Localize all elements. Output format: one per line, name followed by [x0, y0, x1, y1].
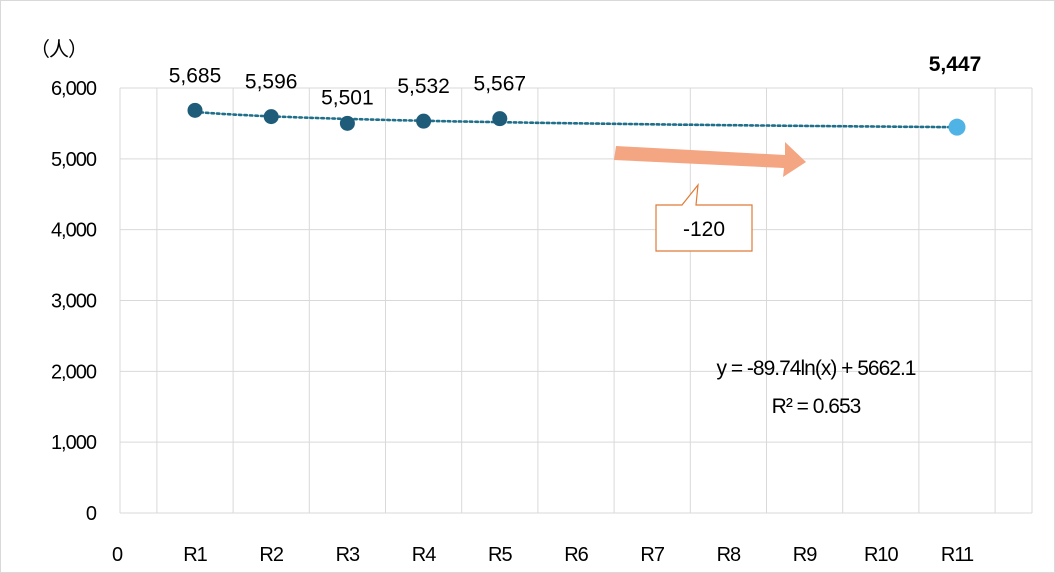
x-tick-label: R10: [864, 544, 899, 566]
trend-arrow-group: -120: [614, 142, 806, 252]
callout-text: -120: [683, 218, 725, 241]
y-tick-label: 6,000: [51, 78, 97, 100]
trendline-r-squared: R² = 0.653: [772, 395, 861, 418]
y-tick-label: 1,000: [51, 432, 97, 454]
data-points-layer: [187, 102, 966, 136]
data-point: [416, 113, 432, 129]
data-label: 5,447: [929, 53, 982, 76]
x-axis-origin-label: 0: [112, 544, 123, 566]
x-tick-label: R1: [183, 544, 207, 566]
trendline-equation: y = -89.74ln(x) + 5662.1: [717, 357, 916, 380]
x-tick-label: R3: [336, 544, 360, 566]
x-tick-label: R11: [941, 544, 974, 566]
trendline-layer: [193, 110, 959, 129]
x-tick-label: R8: [717, 544, 741, 566]
y-tick-label: 5,000: [51, 149, 97, 171]
x-tick-label: R2: [259, 544, 283, 566]
data-label: 5,532: [397, 75, 450, 98]
y-axis-ticks: 0 1,000 2,000 3,000 4,000 5,000 6,000: [51, 78, 98, 525]
data-point: [263, 109, 279, 125]
trend-arrow: [614, 142, 806, 177]
callout-box: [655, 183, 753, 252]
x-tick-label: R9: [793, 544, 817, 566]
data-label: 5,567: [474, 73, 527, 96]
data-point: [339, 115, 355, 131]
x-tick-label: R6: [564, 544, 588, 566]
y-tick-label: 4,000: [51, 220, 97, 242]
data-labels-layer: 5,685 5,596 5,501 5,532 5,567 5,447: [169, 53, 982, 109]
x-axis-ticks: R1 R2 R3 R4 R5 R6 R7 R8 R9 R10 R11: [183, 544, 975, 566]
x-tick-label: R4: [412, 544, 436, 566]
data-label: 5,596: [245, 71, 298, 94]
y-axis-unit-label: （人）: [30, 38, 87, 61]
y-tick-label: 2,000: [51, 361, 97, 383]
y-tick-label: 0: [86, 503, 97, 525]
trendline: [193, 110, 959, 129]
data-point: [187, 102, 203, 118]
x-tick-label: R7: [640, 544, 664, 566]
data-label: 5,685: [169, 64, 222, 87]
data-label: 5,501: [321, 86, 374, 109]
y-tick-label: 3,000: [51, 291, 97, 313]
data-point: [492, 111, 508, 127]
projected-data-point: [948, 118, 966, 136]
x-tick-label: R5: [488, 544, 512, 566]
grid-layer: [119, 87, 1033, 514]
